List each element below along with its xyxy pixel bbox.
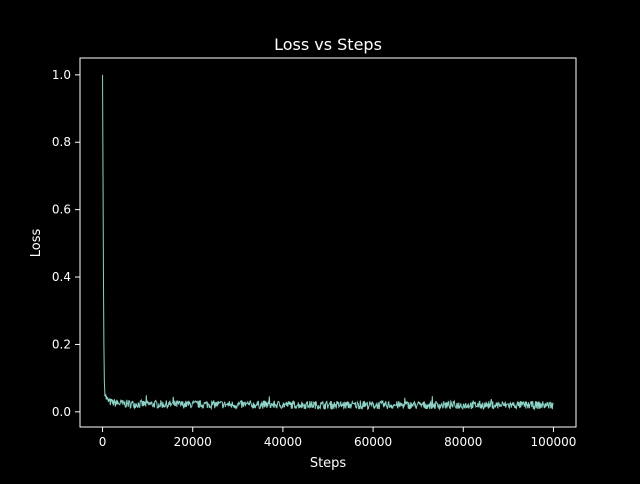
y-axis-ticks: 0.0 0.2 0.4 0.6 0.8 1.0 [52, 68, 80, 419]
axes-frame [79, 57, 577, 428]
x-axis-ticks: 0 20000 40000 60000 80000 100000 [99, 427, 577, 449]
y-tick-label: 1.0 [52, 68, 71, 82]
y-tick-label: 0.0 [52, 405, 71, 419]
x-axis-label: Steps [310, 456, 347, 471]
loss-series-line [102, 74, 554, 411]
x-tick-label: 40000 [264, 435, 302, 449]
y-tick-label: 0.4 [52, 270, 71, 284]
y-tick-label: 0.2 [52, 337, 71, 351]
x-tick-label: 80000 [444, 435, 482, 449]
y-tick-label: 0.6 [52, 203, 71, 217]
chart-title: Loss vs Steps [274, 35, 382, 54]
plot-series-group [102, 74, 554, 411]
x-tick-label: 60000 [354, 435, 392, 449]
x-tick-label: 100000 [531, 435, 577, 449]
x-tick-label: 20000 [174, 435, 212, 449]
y-tick-label: 0.8 [52, 135, 71, 149]
y-axis-label: Loss [29, 229, 44, 258]
x-tick-label: 0 [99, 435, 107, 449]
